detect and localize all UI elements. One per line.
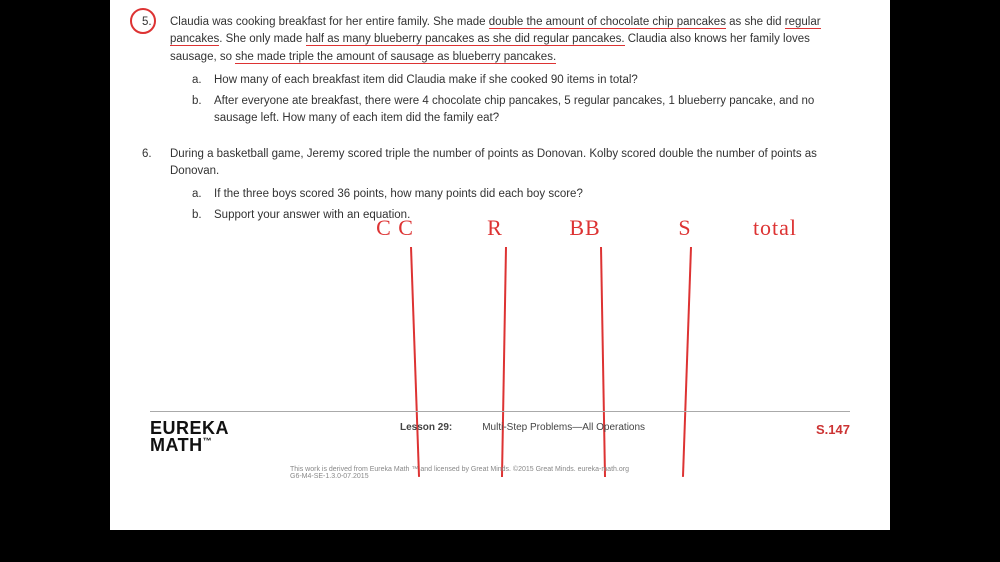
lesson-block: Lesson 29: Multi-Step Problems—All Opera… (400, 420, 645, 433)
subitem-text: How many of each breakfast item did Clau… (214, 74, 638, 86)
problem: 6.During a basketball game, Jeremy score… (170, 146, 850, 225)
prompt-text: . She only made (219, 33, 305, 45)
subitem-label: a. (192, 72, 202, 89)
copyright-block: This work is derived from Eureka Math ™ … (290, 466, 850, 480)
lesson-label: Lesson 29: (400, 422, 452, 433)
subitem-text: Support your answer with an equation. (214, 209, 410, 221)
brand-tm: ™ (203, 436, 213, 446)
problems-container: 5.Claudia was cooking breakfast for her … (170, 14, 850, 225)
prompt-text: During a basketball game, Jeremy scored … (170, 148, 817, 177)
prompt-text: as she did (726, 16, 785, 28)
subitems: a. If the three boys scored 36 points, ho… (170, 186, 850, 225)
lesson-title: Multi-Step Problems—All Operations (482, 422, 645, 433)
brand-logo: EUREKA MATH™ (150, 420, 229, 454)
subitem-label: b. (192, 207, 202, 224)
subitem-text: If the three boys scored 36 points, how … (214, 188, 583, 200)
problem-number: 5. (142, 14, 152, 31)
problem: 5.Claudia was cooking breakfast for her … (170, 14, 850, 128)
subitem: b. Support your answer with an equation. (192, 207, 850, 224)
problem-number: 6. (142, 146, 152, 163)
underlined-text: she made triple the amount of sausage as… (235, 51, 556, 64)
page-number: S.147 (816, 420, 850, 437)
subitem: a. How many of each breakfast item did Cl… (192, 72, 850, 89)
doc-id-text: G6-M4-SE-1.3.0-07.2015 (290, 473, 850, 480)
subitem: a. If the three boys scored 36 points, ho… (192, 186, 850, 203)
subitems: a. How many of each breakfast item did Cl… (170, 72, 850, 128)
page-footer: EUREKA MATH™ Lesson 29: Multi-Step Probl… (150, 411, 850, 480)
underlined-text: half as many blueberry pancakes as she d… (306, 33, 625, 46)
subitem-label: b. (192, 93, 202, 110)
prompt-text: Claudia was cooking breakfast for her en… (170, 16, 489, 28)
subitem-text: After everyone ate breakfast, there were… (214, 95, 814, 124)
problem-prompt: During a basketball game, Jeremy scored … (170, 146, 850, 181)
problem-prompt: Claudia was cooking breakfast for her en… (170, 14, 850, 66)
brand-line2: MATH (150, 435, 203, 455)
underlined-text: double the amount of chocolate chip panc… (489, 16, 726, 29)
subitem: b. After everyone ate breakfast, there we… (192, 93, 850, 128)
subitem-label: a. (192, 186, 202, 203)
copyright-text: This work is derived from Eureka Math ™ … (290, 466, 850, 473)
worksheet-page: 5. Claudia was cooking breakfast for her … (110, 0, 890, 530)
